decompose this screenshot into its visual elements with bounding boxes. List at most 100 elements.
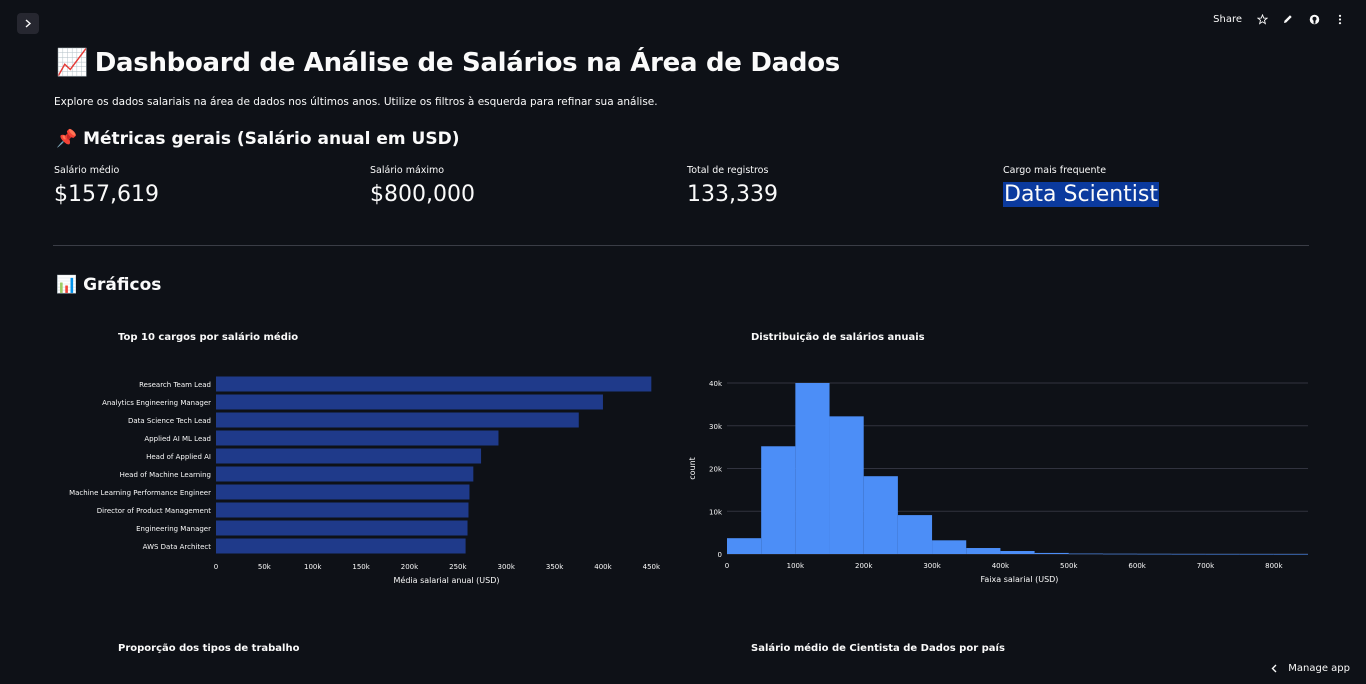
page-title: 📈 Dashboard de Análise de Salários na Ár… [56, 48, 840, 78]
bar-3 [216, 430, 499, 446]
x-tick-label: 700k [1197, 562, 1215, 570]
x-tick-label: 200k [401, 563, 419, 571]
y-tick-label: 30k [709, 423, 723, 431]
metric-label: Total de registros [687, 165, 769, 176]
metric-value: $800,000 [370, 182, 475, 207]
histogram-bar-0 [727, 538, 762, 554]
map-chart-title: Salário médio de Cientista de Dados por … [751, 643, 1005, 654]
share-button[interactable]: Share [1213, 13, 1242, 25]
histogram-bar-3 [829, 416, 864, 554]
metrics-heading-text: Métricas gerais (Salário anual em USD) [83, 129, 460, 149]
bar-chart-title: Top 10 cargos por salário médio [118, 332, 299, 343]
x-tick-label: 600k [1128, 562, 1146, 570]
histogram-title: Distribuição de salários anuais [751, 332, 925, 343]
y-axis-label: count [688, 457, 697, 480]
histogram-bar-13 [1171, 553, 1206, 555]
metric-total-records: Total de registros 133,339 [687, 165, 778, 207]
histogram-bar-14 [1205, 553, 1240, 555]
histogram-bar-7 [966, 548, 1001, 554]
page-title-text: Dashboard de Análise de Salários na Área… [94, 48, 840, 78]
metric-max-salary: Salário máximo $800,000 [370, 165, 475, 207]
metric-value: 133,339 [687, 182, 778, 207]
bar-8 [216, 520, 468, 536]
metrics-heading: 📌 Métricas gerais (Salário anual em USD) [56, 129, 459, 149]
y-tick-label: Director of Product Management [97, 507, 211, 515]
histogram-bar-12 [1137, 553, 1172, 555]
kebab-menu-icon [1338, 14, 1342, 24]
bar-0 [216, 376, 652, 392]
manage-app-button[interactable]: Manage app [1271, 663, 1350, 674]
x-tick-label: 450k [643, 563, 661, 571]
x-tick-label: 250k [449, 563, 467, 571]
x-axis-label: Faixa salarial (USD) [981, 575, 1059, 584]
pencil-icon [1284, 15, 1292, 23]
y-tick-label: 0 [718, 551, 722, 559]
y-tick-label: Machine Learning Performance Engineer [69, 489, 211, 497]
top-toolbar: Share [1213, 12, 1346, 26]
page-subtitle: Explore os dados salariais na área de da… [54, 96, 658, 108]
edit-button[interactable] [1282, 12, 1294, 26]
salary-histogram-chart[interactable]: 0 10k 20k 30k 40k 0 100k 200k 300k 400k 500k 600k 70… [683, 360, 1366, 600]
x-tick-label: 800k [1265, 562, 1283, 570]
x-tick-label: 350k [546, 563, 564, 571]
bar-4 [216, 448, 482, 464]
histogram-bar-5 [897, 515, 933, 554]
charts-heading: 📊 Gráficos [56, 275, 161, 295]
star-button[interactable] [1256, 12, 1268, 26]
sidebar-toggle-button[interactable] [17, 13, 39, 34]
bar-9 [216, 538, 466, 554]
x-tick-label: 0 [725, 562, 729, 570]
main-menu-button[interactable] [1334, 12, 1346, 26]
pushpin-icon: 📌 [56, 129, 78, 149]
x-tick-label: 500k [1060, 562, 1078, 570]
histogram-bar-11 [1102, 553, 1138, 555]
github-button[interactable] [1308, 12, 1320, 26]
x-tick-label: 300k [923, 562, 941, 570]
bar-5 [216, 466, 474, 482]
bar-7 [216, 502, 469, 518]
y-tick-label: AWS Data Architect [143, 543, 212, 551]
y-tick-label: 40k [709, 380, 723, 388]
bar-6 [216, 484, 470, 500]
manage-app-label: Manage app [1288, 663, 1350, 674]
x-axis-label: Média salarial anual (USD) [394, 575, 500, 585]
x-tick-label: 400k [594, 563, 612, 571]
section-divider [53, 245, 1309, 246]
charts-heading-text: Gráficos [83, 275, 162, 295]
histogram-bar-8 [1000, 551, 1035, 554]
y-tick-label: Engineering Manager [136, 525, 211, 533]
bar-chart-icon: 📊 [56, 275, 78, 295]
histogram-bar-9 [1034, 552, 1069, 554]
y-tick-label: Analytics Engineering Manager [102, 399, 211, 407]
y-tick-label: Data Science Tech Lead [128, 417, 211, 425]
metric-label: Salário médio [54, 165, 120, 176]
pie-chart-title: Proporção dos tipos de trabalho [118, 643, 300, 654]
bar-2 [216, 412, 579, 428]
y-tick-label: Head of Machine Learning [120, 471, 211, 479]
histogram-bar-10 [1068, 553, 1103, 555]
metric-label: Salário máximo [370, 165, 445, 176]
x-tick-label: 400k [992, 562, 1010, 570]
x-tick-label: 100k [304, 563, 322, 571]
histogram-bar-15 [1239, 553, 1274, 555]
x-tick-label: 50k [258, 563, 272, 571]
histogram-bar-2 [795, 383, 830, 554]
x-tick-label: 100k [787, 562, 805, 570]
y-tick-label: Research Team Lead [139, 381, 211, 389]
top-roles-bar-chart[interactable]: Research Team Lead Analytics Engineering … [0, 360, 683, 600]
chart-increasing-icon: 📈 [56, 48, 89, 78]
x-tick-label: 200k [855, 562, 873, 570]
y-tick-label: Applied AI ML Lead [144, 435, 211, 443]
histogram-bar-4 [863, 476, 898, 554]
histogram-bar-16 [1273, 553, 1308, 555]
metric-average-salary: Salário médio $157,619 [54, 165, 159, 207]
x-tick-label: 0 [214, 563, 218, 571]
metric-value: $157,619 [54, 182, 159, 207]
histogram-bar-1 [761, 446, 796, 554]
github-icon [1309, 14, 1319, 24]
y-tick-label: 10k [709, 508, 723, 516]
y-tick-label: 20k [709, 466, 723, 474]
chevron-left-icon [1271, 664, 1277, 673]
x-tick-label: 150k [352, 563, 370, 571]
star-icon [1256, 13, 1268, 25]
